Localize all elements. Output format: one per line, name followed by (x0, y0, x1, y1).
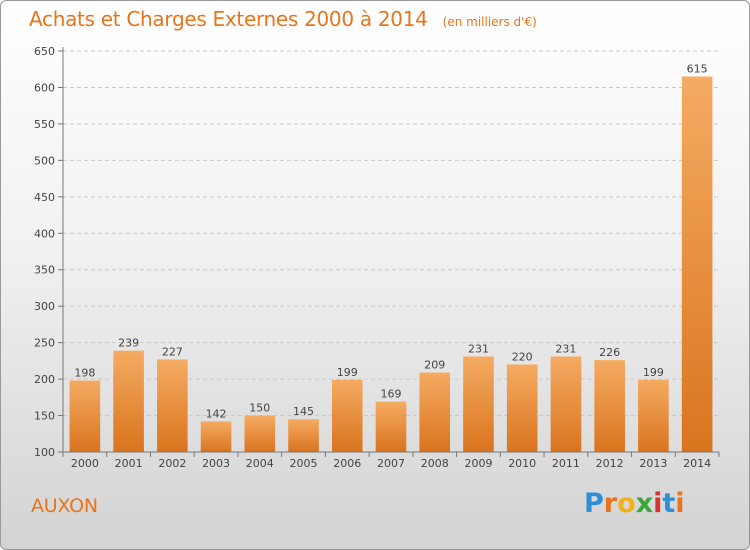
x-tick-label-2001: 2001 (115, 457, 143, 470)
logo-letter: r (603, 488, 618, 519)
bar-2006 (331, 379, 363, 452)
y-tick-label: 550 (34, 118, 55, 131)
bar-2012 (594, 360, 625, 452)
bar-2013 (638, 379, 669, 452)
x-tick-label-2004: 2004 (246, 457, 274, 470)
bar-2008 (419, 372, 451, 452)
data-label-2006: 199 (337, 366, 358, 379)
data-label-2012: 226 (599, 346, 620, 359)
data-label-2002: 227 (162, 345, 183, 358)
y-tick-label: 300 (34, 300, 55, 313)
axes: 100 150 200 250 300 350 400 450 500 550 600 650 2000… (34, 45, 720, 470)
y-tick-label: 600 (34, 81, 55, 94)
data-label-2010: 220 (512, 351, 533, 364)
bar-2001 (113, 350, 144, 452)
data-label-2011: 231 (555, 342, 576, 355)
title-row: Achats et Charges Externes 2000 à 2014 (… (29, 7, 537, 31)
data-label-2000: 198 (74, 367, 95, 380)
x-tick-label-2014: 2014 (683, 457, 711, 470)
logo-letter: t (662, 488, 676, 519)
chart-subtitle: (en milliers d'€) (442, 15, 537, 29)
x-tick-label-2007: 2007 (377, 457, 405, 470)
bar-2003 (200, 421, 232, 452)
logo-letter: i (675, 488, 685, 519)
x-tick-label-2012: 2012 (596, 457, 624, 470)
x-tick-label-2009: 2009 (464, 457, 492, 470)
x-tick-label-2010: 2010 (508, 457, 536, 470)
data-label-2008: 209 (424, 359, 445, 372)
logo-letter: x (635, 488, 654, 519)
y-tick-label: 650 (34, 45, 55, 58)
data-label-2004: 150 (249, 402, 270, 415)
data-label-2003: 142 (206, 407, 227, 420)
bars: 198 239 227 142 150 145 199 169 209 231 220 231 226 1… (69, 63, 713, 452)
data-label-2009: 231 (468, 342, 489, 355)
bar-2005 (288, 419, 319, 452)
location-label: AUXON (31, 495, 98, 517)
logo-letter: P (584, 488, 604, 519)
bar-2002 (157, 359, 188, 452)
proxiti-logo[interactable]: Proxiti (584, 488, 685, 519)
x-tick-label-2002: 2002 (158, 457, 186, 470)
x-tick-label-2011: 2011 (552, 457, 580, 470)
y-tick-label: 100 (34, 446, 55, 459)
x-tick-label-2013: 2013 (639, 457, 667, 470)
data-label-2005: 145 (293, 405, 314, 418)
bar-2004 (244, 415, 276, 452)
chart-title: Achats et Charges Externes 2000 à 2014 (29, 7, 428, 31)
y-tick-label: 400 (34, 227, 55, 240)
x-tick-label-2003: 2003 (202, 457, 230, 470)
bar-2009 (463, 356, 494, 452)
bar-2014 (681, 76, 713, 452)
bar-2011 (550, 356, 582, 452)
y-tick-label: 200 (34, 373, 55, 386)
logo-letter: i (653, 488, 663, 519)
bar-2007 (375, 401, 407, 452)
y-tick-label: 350 (34, 264, 55, 277)
bar-2000 (69, 380, 101, 452)
data-label-2007: 169 (381, 388, 402, 401)
x-tick-label-2008: 2008 (421, 457, 449, 470)
data-label-2014: 615 (687, 63, 708, 76)
y-tick-label: 250 (34, 337, 55, 350)
y-tick-label: 450 (34, 191, 55, 204)
x-tick-label-2000: 2000 (71, 457, 99, 470)
bar-2010 (506, 364, 538, 452)
x-tick-label-2006: 2006 (333, 457, 361, 470)
y-tick-label: 500 (34, 154, 55, 167)
data-label-2001: 239 (118, 337, 139, 350)
data-label-2013: 199 (643, 366, 664, 379)
x-tick-label-2005: 2005 (290, 457, 318, 470)
y-tick-label: 150 (34, 410, 55, 423)
logo-letter: o (617, 488, 636, 519)
